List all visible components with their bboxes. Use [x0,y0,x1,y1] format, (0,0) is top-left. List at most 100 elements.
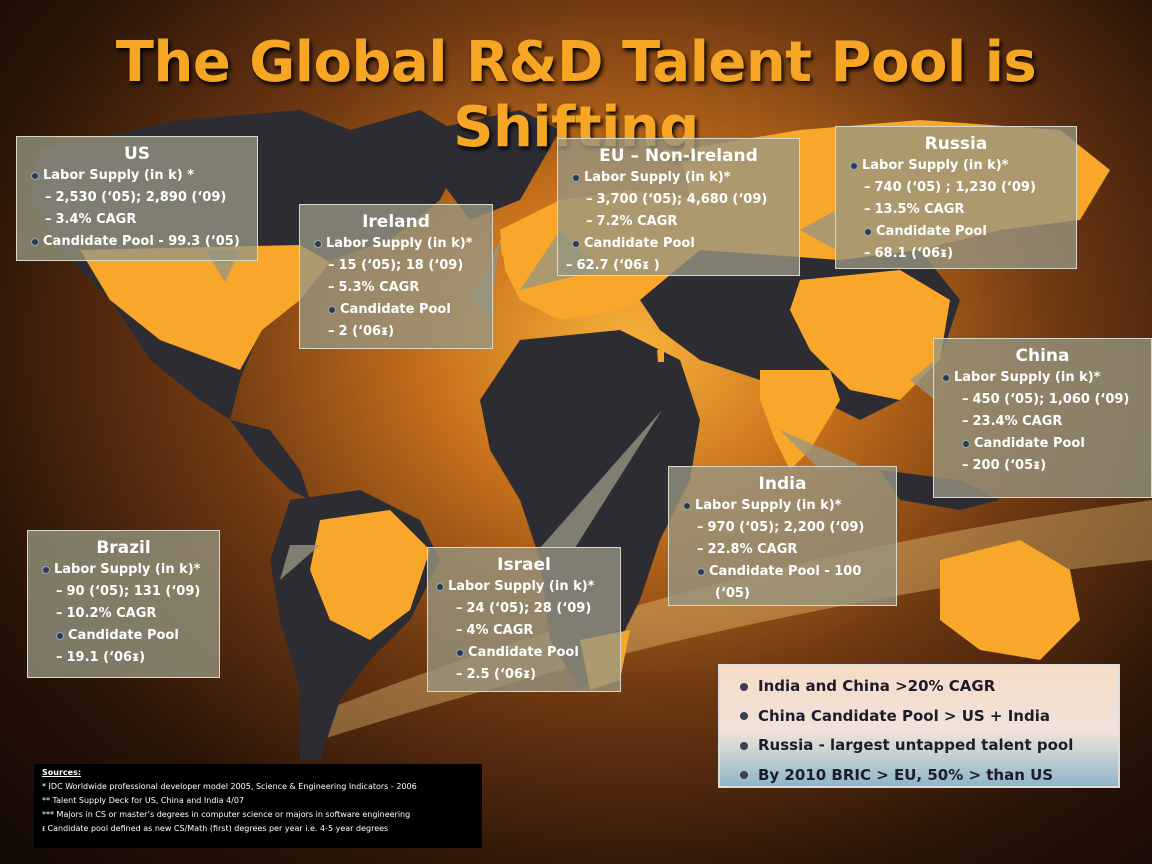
israel-callout-pointer [540,410,662,548]
brazil-line-1: Labor Supply (in k)* [54,562,201,577]
bullet-icon [740,712,748,720]
us-line-1: Labor Supply (in k) * [43,168,195,183]
ireland-line-1: Labor Supply (in k)* [326,236,473,251]
ireland-line-3: 5.3% CAGR [338,280,420,295]
india-line-3: 22.8% CAGR [707,542,798,557]
central-america-land [230,420,310,500]
bullet-icon [572,173,580,182]
bullet-icon [740,741,748,750]
summary-item: India and China >20% CAGR [758,677,996,695]
brazil-heading: Brazil [96,538,151,558]
ireland-callout: Ireland Labor Supply (in k)* –15 (‘05); … [299,204,493,349]
russia-line-4: Candidate Pool [876,224,987,239]
israel-heading: Israel [497,555,551,575]
ireland-line-4: Candidate Pool [340,302,451,317]
india-callout-pointer [780,430,860,470]
china-line-4: Candidate Pool [974,436,1085,451]
brazil-line-4: Candidate Pool [68,628,179,643]
russia-heading: Russia [924,134,988,154]
india-line-4: Candidate Pool - 100 [709,564,862,579]
ireland-line-5: 2 (‘06ᵻ) [338,324,395,339]
israel-land [657,348,664,362]
israel-line-1: Labor Supply (in k)* [448,579,595,594]
bullet-icon [864,227,872,236]
us-line-2: 2,530 (‘05); 2,890 (‘09) [55,190,227,205]
eu-line-5: 62.7 (‘06ᵻ ) [576,258,660,273]
brazil-callout-pointer [280,545,320,580]
eu-line-3: 7.2% CAGR [596,214,678,229]
brazil-land [310,510,430,640]
bullet-icon [314,239,322,248]
us-line-3: 3.4% CAGR [55,212,137,227]
eu-heading: EU – Non-Ireland [599,146,758,166]
india-callout: India Labor Supply (in k)* –970 (‘05); 2… [668,466,897,606]
source-line: ** Talent Supply Deck for US, China and … [42,796,245,805]
us-line-4: Candidate Pool - 99.3 (‘05) [43,234,240,249]
israel-line-4: Candidate Pool [468,645,579,660]
russia-line-2: 740 (‘05) ; 1,230 (‘09) [874,180,1036,195]
russia-line-5: 68.1 (‘06ᵻ) [874,246,954,261]
russia-callout: Russia Labor Supply (in k)* –740 (‘05) ;… [835,126,1077,269]
ireland-land [500,236,516,256]
bullet-icon [436,582,444,591]
us-callout: US Labor Supply (in k) * –2,530 (‘05); 2… [16,136,258,261]
bullet-icon [683,501,691,510]
source-line: *** Majors in CS or master’s degrees in … [42,810,411,819]
summary-item: China Candidate Pool > US + India [758,706,1050,725]
israel-callout: Israel Labor Supply (in k)* –24 (‘05); 2… [427,547,621,692]
china-line-1: Labor Supply (in k)* [954,370,1101,385]
bullet-icon [456,648,464,657]
bullet-icon [31,237,39,246]
china-line-3: 23.4% CAGR [972,414,1063,429]
india-land [760,370,840,470]
china-land [790,270,950,400]
summary-item: By 2010 BRIC > EU, 50% > than US [758,765,1054,784]
india-line-2: 970 (‘05); 2,200 (‘09) [707,520,865,535]
bullet-icon [962,439,970,448]
bullet-icon [740,682,748,691]
israel-line-2: 24 (‘05); 28 (‘09) [466,601,592,616]
china-line-2: 450 (‘05); 1,060 (‘09) [972,392,1130,407]
us-land [80,245,330,370]
brazil-line-2: 90 (‘05); 131 (‘09) [66,584,201,599]
ireland-heading: Ireland [362,212,430,232]
eu-line-1: Labor Supply (in k)* [584,170,731,185]
australia-land [940,540,1080,660]
summary-item: Russia - largest untapped talent pool [758,736,1074,754]
eu-callout: EU – Non-Ireland Labor Supply (in k)* –3… [557,138,800,276]
bullet-icon [328,305,336,314]
ireland-line-2: 15 (‘05); 18 (‘09) [338,258,464,273]
sources-title: Sources: [42,768,82,777]
china-heading: China [1015,346,1070,366]
india-line-5: (‘05) [715,586,750,601]
summary-panel: India and China >20% CAGR China Candidat… [718,664,1120,788]
israel-line-5: 2.5 (‘06ᵻ) [466,667,537,682]
russia-callout-pointer [800,210,836,250]
bullet-icon [42,565,50,574]
greenland-land [430,110,560,220]
india-heading: India [758,474,807,494]
china-callout-pointer [910,360,935,400]
brazil-line-3: 10.2% CAGR [66,606,157,621]
sources-panel: Sources: * IDC Worldwide professional de… [34,764,482,848]
source-line: * IDC Worldwide professional developer m… [42,782,417,791]
bullet-icon [850,161,858,170]
israel-line-3: 4% CAGR [466,623,534,638]
brazil-callout: Brazil Labor Supply (in k)* –90 (‘05); 1… [27,530,220,678]
eu-line-2: 3,700 (‘05); 4,680 (‘09) [596,192,768,207]
eu-line-4: Candidate Pool [584,236,695,251]
us-heading: US [123,144,151,164]
source-line: ᵻ Candidate pool defined as new CS/Math … [42,824,389,833]
russia-line-1: Labor Supply (in k)* [862,158,1009,173]
bullet-icon [942,373,950,382]
bullet-icon [697,567,705,576]
bullet-icon [572,239,580,248]
bullet-icon [740,771,748,779]
china-callout: China Labor Supply (in k)* –450 (‘05); 1… [933,338,1152,498]
bullet-icon [31,171,39,180]
china-line-5: 200 (‘05ᵻ) [972,458,1047,473]
russia-line-3: 13.5% CAGR [874,202,965,217]
india-line-1: Labor Supply (in k)* [695,498,842,513]
brazil-line-5: 19.1 (‘06ᵻ) [66,650,146,665]
